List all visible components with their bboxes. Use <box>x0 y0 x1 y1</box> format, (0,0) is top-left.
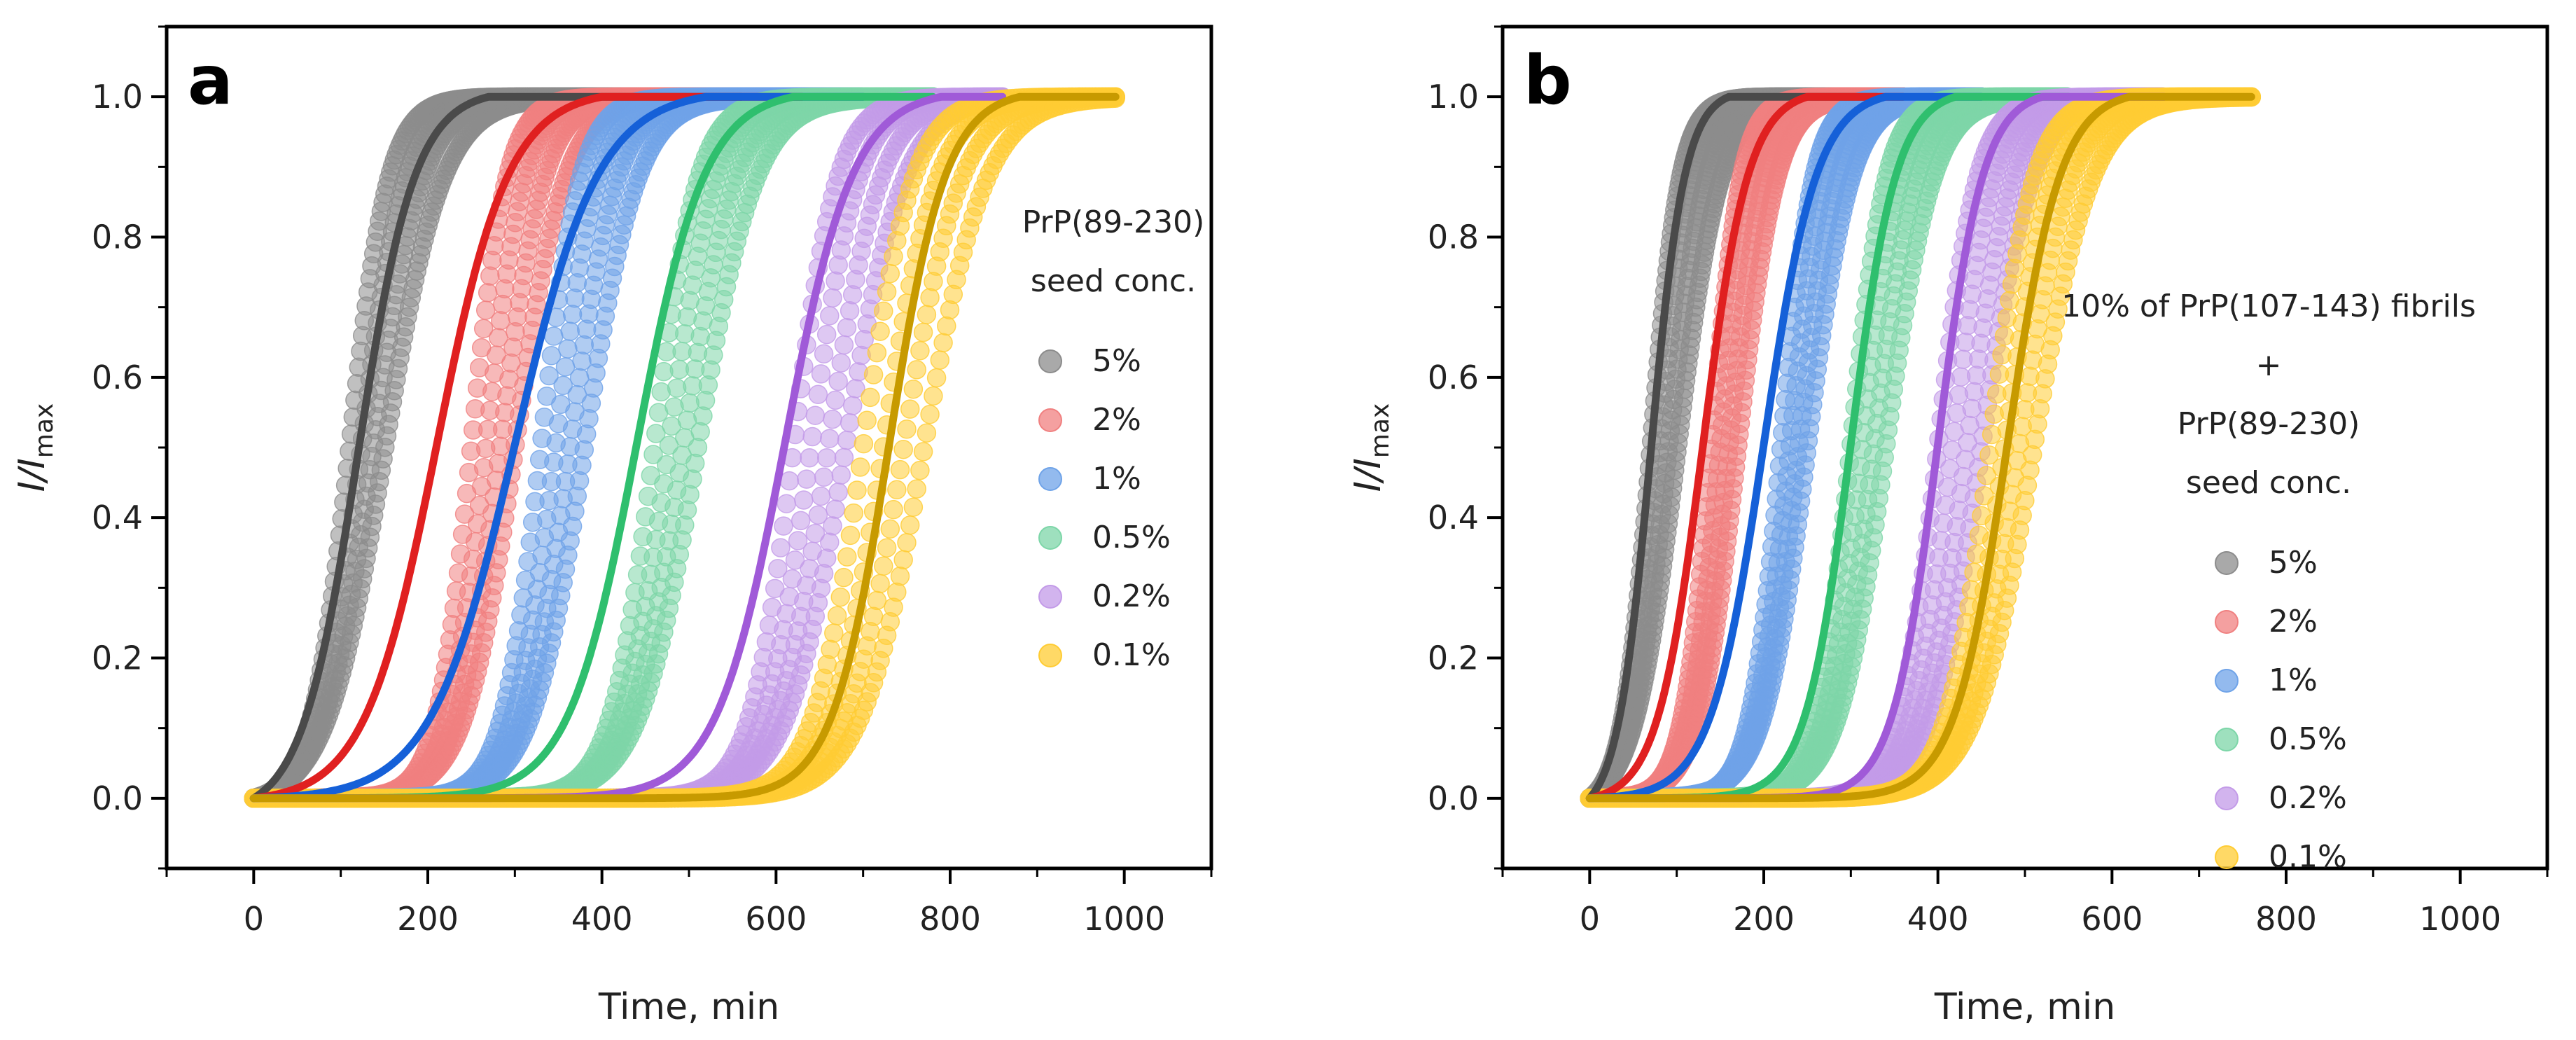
panel-a: 0 200 400 600 800 10000.00.20.40.60.81.0Time,… <box>11 25 1213 1028</box>
data-point <box>771 538 791 557</box>
data-point <box>651 382 671 402</box>
data-point <box>831 353 851 373</box>
data-point <box>797 469 816 489</box>
data-point <box>808 384 828 405</box>
data-point <box>816 448 837 468</box>
data-point <box>791 511 811 531</box>
data-point <box>826 390 845 410</box>
data-point <box>544 326 564 346</box>
data-point <box>688 438 708 457</box>
data-point <box>820 429 840 448</box>
data-point <box>802 427 822 447</box>
data-point <box>828 371 848 391</box>
data-point <box>779 471 800 491</box>
data-point <box>774 516 793 536</box>
data-point <box>831 465 851 485</box>
data-point <box>811 364 831 384</box>
data-point <box>816 548 837 568</box>
data-point <box>777 494 796 513</box>
data-point <box>811 486 831 506</box>
data-point <box>823 288 842 308</box>
data-point <box>814 344 834 364</box>
data-point <box>826 271 845 291</box>
data-point <box>828 483 848 502</box>
plot-area <box>244 87 1125 808</box>
data-point <box>491 311 510 331</box>
data-point <box>562 305 583 324</box>
data-point <box>820 306 840 326</box>
data-point <box>690 422 710 442</box>
data-point <box>560 321 580 341</box>
data-point <box>805 405 826 425</box>
data-point <box>823 516 842 536</box>
data-point <box>814 467 834 487</box>
data-point <box>816 324 837 345</box>
data-point <box>683 469 702 489</box>
data-point <box>823 409 842 429</box>
data-point <box>675 324 695 344</box>
data-point <box>685 453 705 473</box>
data-point <box>478 283 498 303</box>
data-point <box>800 448 819 468</box>
data-point <box>826 499 845 519</box>
data-point <box>688 342 708 363</box>
data-point <box>558 339 578 359</box>
data-point <box>794 490 814 510</box>
data-point <box>820 532 840 553</box>
